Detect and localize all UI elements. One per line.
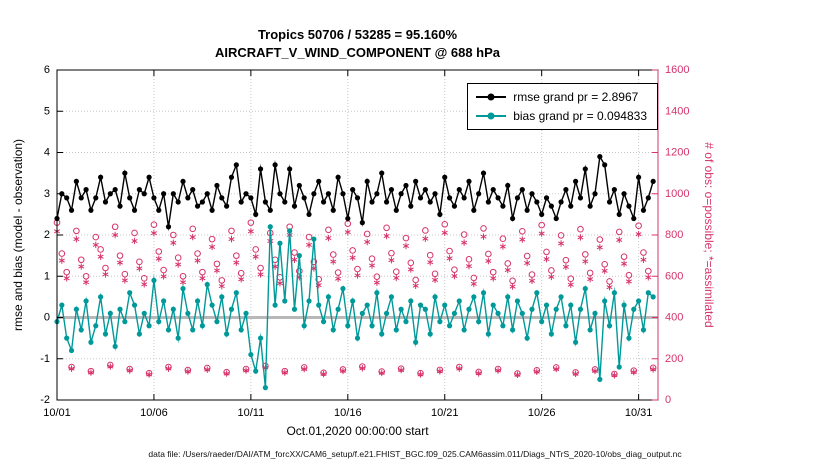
- legend-label-rmse: rmse grand pr = 2.8967: [513, 90, 639, 104]
- legend: rmse grand pr = 2.8967 bias grand pr = 0…: [467, 83, 658, 130]
- y-axis-label-right: # of obs: o=possible; *=assimilated: [702, 142, 716, 328]
- rmse-line-swatch: [476, 96, 507, 98]
- legend-entry-rmse: rmse grand pr = 2.8967: [476, 90, 647, 104]
- data-file-caption: data file: /Users/raeder/DAI/ATM_forcXX/…: [148, 449, 682, 459]
- x-axis-label: Oct.01,2020 00:00:00 start: [286, 424, 429, 438]
- bias-line-swatch: [476, 115, 507, 117]
- y-axis-label-left: rmse and bias (model - observation): [11, 138, 25, 332]
- legend-label-bias: bias grand pr = 0.094833: [513, 109, 647, 123]
- chart-subtitle: AIRCRAFT_V_WIND_COMPONENT @ 688 hPa: [215, 45, 500, 60]
- chart-title: Tropics 50706 / 53285 = 95.160%: [257, 27, 458, 42]
- legend-entry-bias: bias grand pr = 0.094833: [476, 109, 647, 123]
